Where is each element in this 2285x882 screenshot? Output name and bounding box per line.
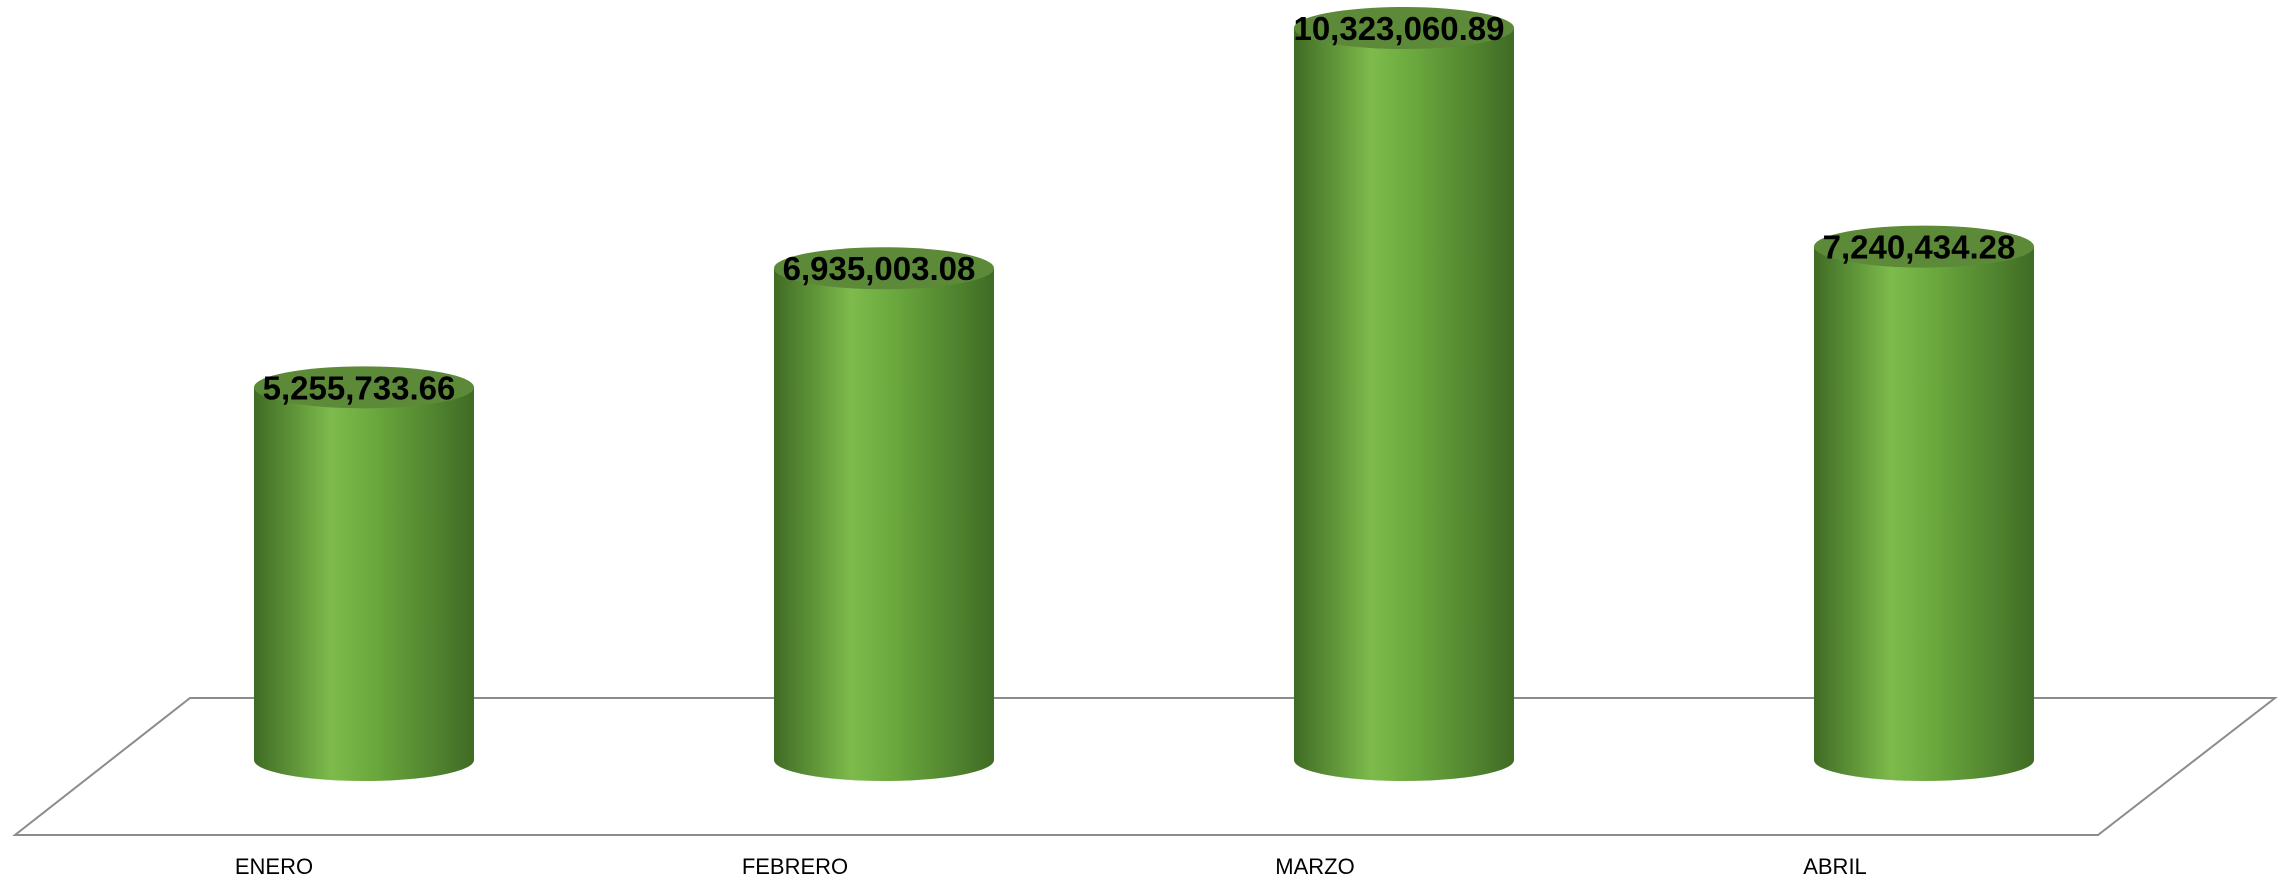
bar-body bbox=[774, 268, 994, 781]
floor-plane bbox=[12, 697, 2278, 836]
category-label: MARZO bbox=[1275, 854, 1354, 879]
data-label: 7,240,434.28 bbox=[1823, 229, 2016, 266]
category-label: ENERO bbox=[235, 854, 313, 879]
labels-layer: 5,255,733.66 ENERO 6,935,003.08 FEBRERO 10,3… bbox=[235, 10, 2015, 879]
bar-enero bbox=[254, 366, 474, 781]
bar-marzo bbox=[1294, 7, 1514, 781]
bar-top bbox=[1294, 7, 1514, 49]
data-label: 5,255,733.66 bbox=[263, 369, 456, 406]
bar-body bbox=[254, 387, 474, 781]
data-label: 6,935,003.08 bbox=[783, 250, 976, 287]
bar-febrero bbox=[774, 247, 994, 781]
bar-body bbox=[1294, 28, 1514, 781]
bar-top bbox=[254, 366, 474, 409]
bar-top bbox=[1814, 225, 2034, 268]
bar-top bbox=[774, 247, 994, 290]
bar-body bbox=[1814, 246, 2034, 781]
category-label: ABRIL bbox=[1803, 854, 1867, 879]
bar-abril bbox=[1814, 225, 2034, 781]
bars-layer bbox=[254, 7, 2034, 781]
data-label: 10,323,060.89 bbox=[1293, 10, 1504, 47]
category-label: FEBRERO bbox=[742, 854, 848, 879]
